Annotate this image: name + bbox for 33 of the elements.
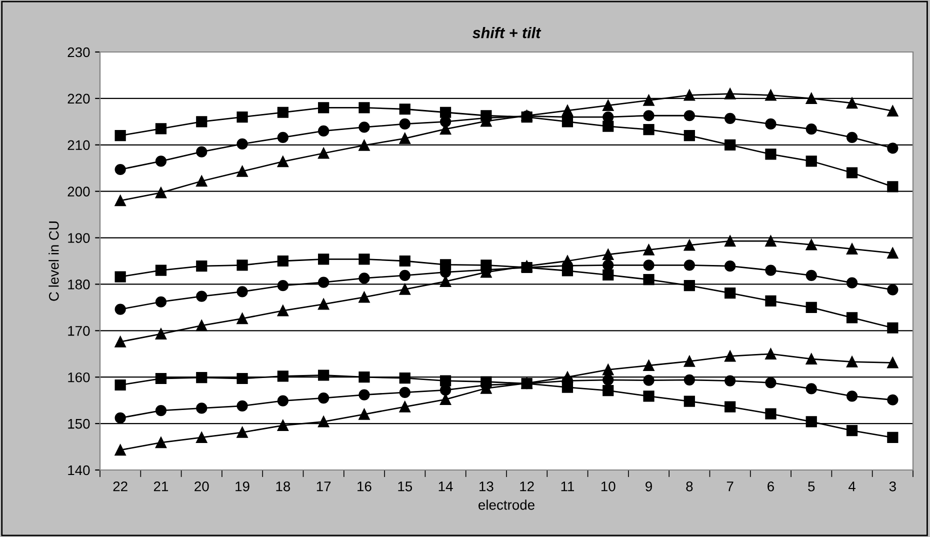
x-tick-label: 13 <box>480 481 494 492</box>
x-tick-label: 4 <box>848 482 856 492</box>
y-tick-label: 180 <box>68 280 90 290</box>
x-tick-label: 9 <box>646 481 652 492</box>
x-tick-label: 20 <box>194 481 209 492</box>
x-tick-label: 21 <box>154 481 168 492</box>
y-tick-label: 230 <box>68 47 90 58</box>
y-tick-label: 150 <box>68 418 90 429</box>
chart-title: shift + tilt <box>472 27 542 38</box>
x-tick-label: 5 <box>808 482 815 492</box>
y-tick-label: 190 <box>68 233 90 243</box>
y-tick-label: 200 <box>68 186 90 197</box>
x-tick-label: 3 <box>889 481 896 492</box>
y-tick-label: 210 <box>68 140 90 150</box>
x-tick-label: 19 <box>236 481 250 492</box>
x-axis-title: electrode <box>478 500 534 510</box>
y-tick-label: 160 <box>68 372 90 382</box>
x-tick-label: 8 <box>686 481 693 492</box>
y-tick-label: 170 <box>68 326 90 336</box>
y-tick-label: 140 <box>68 465 90 476</box>
x-tick-label: 18 <box>276 481 290 492</box>
x-tick-label: 17 <box>316 482 331 492</box>
x-tick-label: 6 <box>768 481 774 492</box>
x-tick-label: 14 <box>438 482 453 492</box>
x-tick-label: 7 <box>726 482 734 492</box>
y-tick-label: 220 <box>68 94 90 104</box>
x-tick-label: 15 <box>398 482 412 492</box>
x-tick-label: 10 <box>601 481 616 492</box>
x-tick-label: 16 <box>358 481 372 492</box>
x-tick-label: 22 <box>113 481 128 492</box>
x-tick-label: 11 <box>561 482 574 492</box>
x-tick-label: 12 <box>520 481 534 492</box>
y-axis-title: C level in CU <box>48 222 59 301</box>
